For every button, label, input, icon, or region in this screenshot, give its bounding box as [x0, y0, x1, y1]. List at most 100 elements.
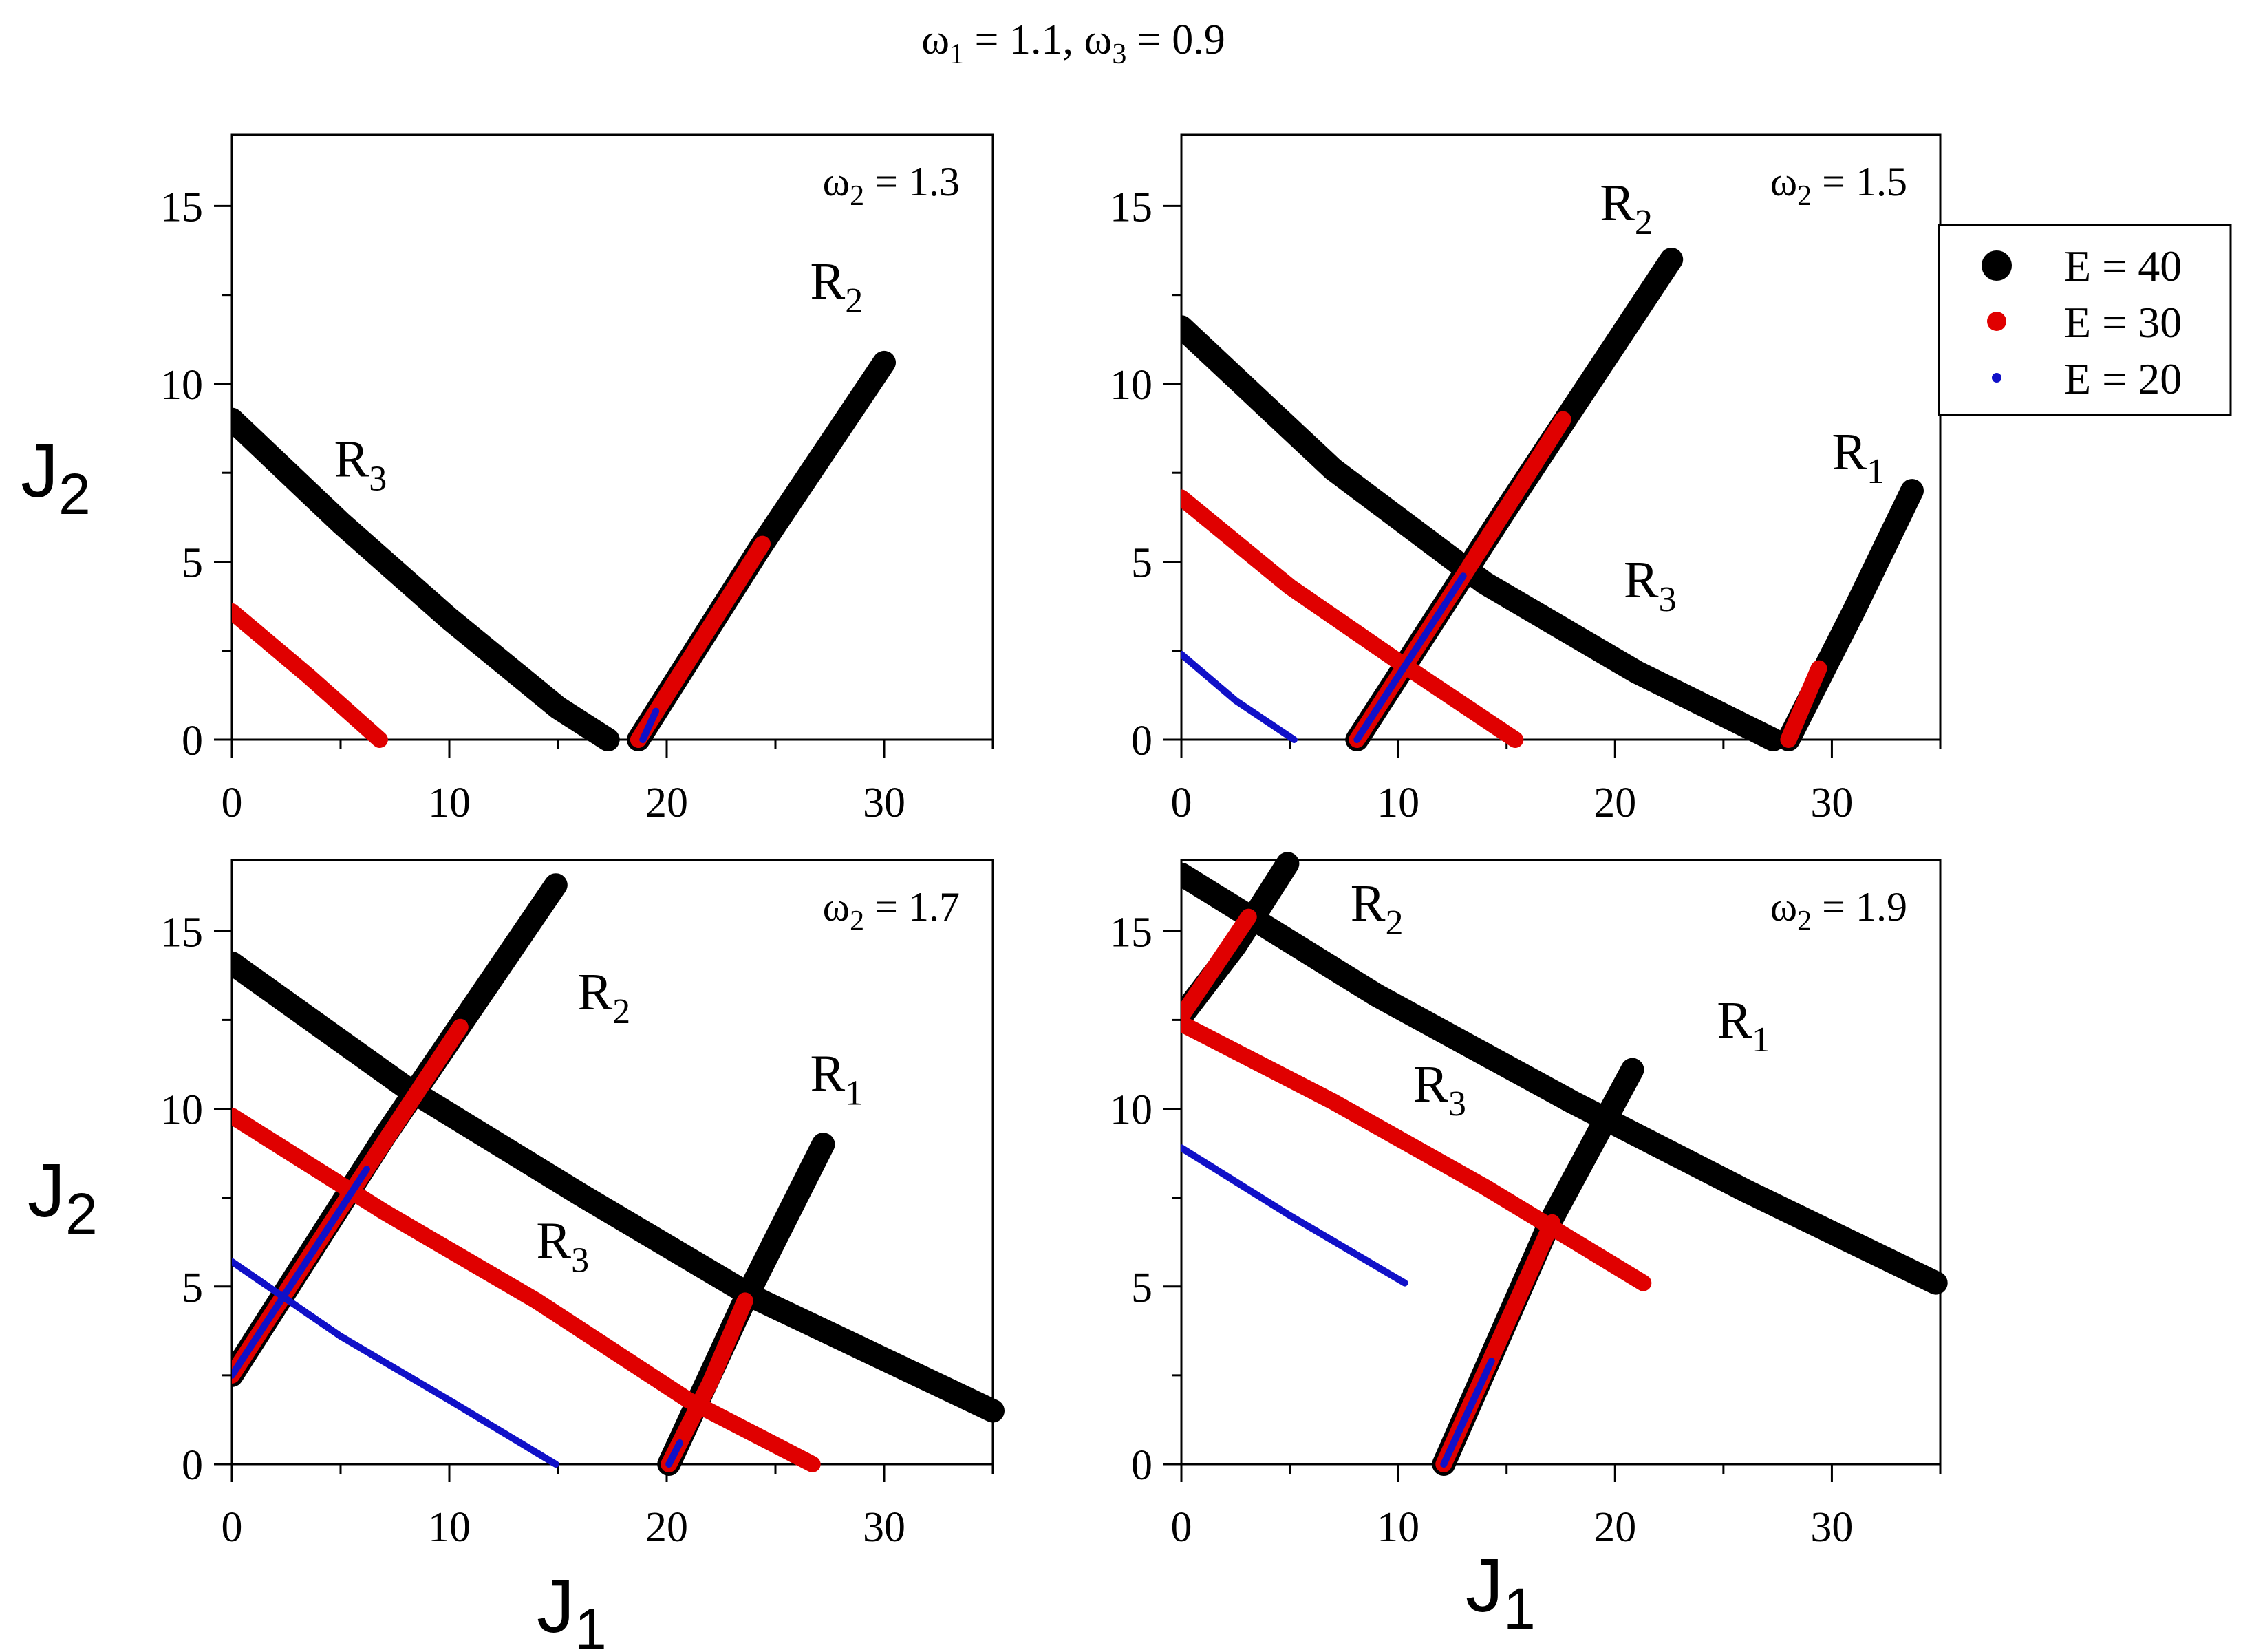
- line-r2-e20: [1353, 572, 1467, 743]
- line-r1-e30: [661, 1292, 753, 1472]
- line-r1-e20: [665, 1439, 683, 1468]
- omega-symbol: ω: [823, 159, 850, 204]
- panel-data: [232, 350, 896, 751]
- resonance-label-r2: R2: [1600, 174, 1653, 242]
- omega-value: = 1.7: [864, 884, 960, 930]
- line-r2-e20: [232, 1166, 370, 1379]
- resonance-letter: R: [536, 1212, 571, 1269]
- figure-title: ω1 = 1.1, ω3 = 0.9: [921, 17, 1225, 70]
- resonance-letter: R: [334, 430, 369, 488]
- resonance-letter: R: [1832, 423, 1867, 481]
- resonance-label-r2: R2: [811, 253, 863, 321]
- panel-data: [1181, 852, 1948, 1476]
- line-r3-e20: [1181, 1144, 1408, 1287]
- resonance-subscript: 2: [845, 281, 863, 321]
- x-tick-label: 10: [1377, 1504, 1419, 1551]
- x-tick-label: 0: [222, 1504, 243, 1551]
- line-r3-e40: [1181, 862, 1948, 1295]
- x-tick-label: 0: [1171, 780, 1192, 826]
- line-r3-e20: [232, 1258, 559, 1468]
- x-tick-label: 20: [1593, 780, 1636, 826]
- legend-label-e40: E = 40: [2064, 242, 2182, 290]
- omega-subscript: 2: [1797, 180, 1812, 212]
- x-tick-label: 30: [863, 1504, 905, 1551]
- omega2-label: ω2 = 1.3: [823, 159, 960, 212]
- resonance-letter: R: [1351, 875, 1386, 932]
- panel-data: [232, 873, 1005, 1476]
- legend: E = 40 E = 30 E = 20: [1938, 224, 2232, 416]
- omega-subscript: 2: [850, 180, 864, 212]
- resonance-label-r1: R1: [811, 1045, 863, 1113]
- legend-marker-e20: [1992, 373, 2001, 383]
- x-tick-label: 20: [645, 1504, 688, 1551]
- y-tick-label: 0: [182, 718, 203, 764]
- line-r2-e30: [630, 535, 771, 748]
- resonance-subscript: 1: [1867, 452, 1885, 491]
- y-axis-label-bottom: J2: [28, 1148, 98, 1246]
- resonance-subscript: 3: [1659, 580, 1677, 619]
- omega2-label: ω2 = 1.5: [1770, 159, 1907, 212]
- x-tick-label: 20: [645, 780, 688, 826]
- resonance-label-r2: R2: [577, 963, 630, 1031]
- resonance-label-r3: R3: [1624, 551, 1677, 619]
- y-tick-label: 0: [1131, 1442, 1152, 1489]
- y-tick-label: 0: [1131, 718, 1152, 764]
- resonance-label-r1: R1: [1717, 991, 1770, 1060]
- line-r3-e30: [1181, 1015, 1652, 1291]
- x-tick-label: 0: [1171, 1504, 1192, 1551]
- plot-frame: [230, 859, 994, 1466]
- y-tick-label: 15: [1110, 909, 1152, 956]
- y-tick-label: 10: [160, 1087, 203, 1134]
- line-r2-e30: [1181, 908, 1257, 1025]
- x-axis-label-left: J1: [537, 1564, 607, 1652]
- line-r3-e40: [232, 951, 1005, 1423]
- line-r3-e30: [1181, 489, 1524, 748]
- y-tick-label: 5: [182, 539, 203, 586]
- omega-symbol: ω: [1770, 884, 1798, 930]
- resonance-subscript: 2: [612, 992, 630, 1031]
- line-r2-e20: [639, 707, 660, 743]
- y-tick-label: 5: [1131, 539, 1152, 586]
- resonance-letter: R: [811, 253, 846, 310]
- omega-value: = 1.5: [1812, 159, 1907, 204]
- omega-symbol: ω: [1770, 159, 1798, 204]
- x-tick-label: 30: [1810, 780, 1853, 826]
- x-axis-label-right: J1: [1466, 1543, 1536, 1641]
- y-tick-label: 15: [1110, 184, 1152, 230]
- resonance-subscript: 1: [1752, 1020, 1770, 1060]
- resonance-letter: R: [1600, 174, 1635, 232]
- omega-value: = 1.9: [1812, 884, 1907, 930]
- line-r1-e20: [1440, 1358, 1495, 1468]
- x-tick-label: 20: [1593, 1504, 1636, 1551]
- legend-marker-e30: [1987, 312, 2006, 331]
- resonance-subscript: 1: [845, 1074, 863, 1113]
- y-axis-label-top: J2: [21, 429, 91, 526]
- resonance-subscript: 2: [1386, 903, 1404, 943]
- panel-data: [1181, 248, 1924, 751]
- omega-value: = 1.3: [864, 159, 960, 204]
- resonance-subscript: 3: [1448, 1084, 1466, 1124]
- resonance-letter: R: [1624, 551, 1659, 609]
- x-tick-label: 30: [1810, 1504, 1853, 1551]
- legend-label-e30: E = 30: [2064, 298, 2182, 347]
- legend-marker-e40: [1982, 250, 2012, 281]
- omega2-label: ω2 = 1.9: [1770, 884, 1907, 937]
- omega-symbol: ω: [823, 884, 850, 930]
- x-tick-label: 0: [222, 780, 243, 826]
- resonance-letter: R: [1413, 1055, 1448, 1113]
- line-r1-e30: [1780, 660, 1827, 748]
- omega-subscript: 2: [1797, 905, 1812, 937]
- y-tick-label: 10: [1110, 362, 1152, 409]
- resonance-subscript: 2: [1635, 203, 1653, 242]
- line-r3-e20: [1181, 650, 1298, 743]
- line-r3-e30: [232, 1107, 821, 1472]
- line-r3-e40: [232, 407, 620, 751]
- x-tick-label: 10: [1377, 780, 1419, 826]
- line-r3-e30: [232, 603, 388, 748]
- x-tick-label: 30: [863, 780, 905, 826]
- y-tick-label: 5: [1131, 1265, 1152, 1311]
